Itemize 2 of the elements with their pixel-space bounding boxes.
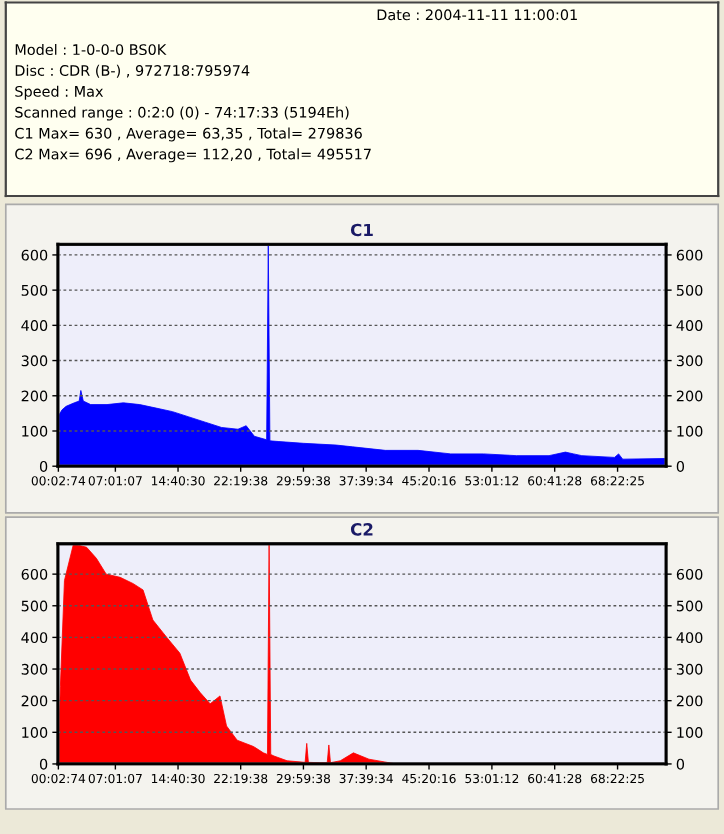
chart-title: C1 (350, 223, 373, 237)
chart-title: C2 (350, 523, 373, 536)
